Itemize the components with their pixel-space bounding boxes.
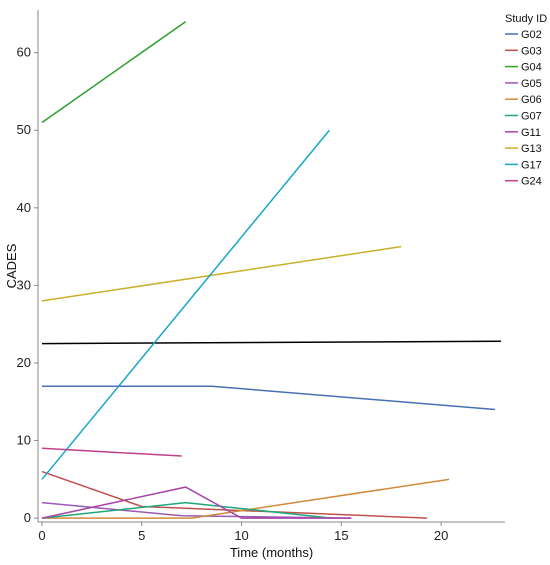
legend-label-g17: G17 xyxy=(521,159,542,171)
series-lines xyxy=(41,21,502,519)
x-tick-label: 15 xyxy=(334,528,348,543)
y-tick-label: 40 xyxy=(17,200,31,215)
y-tick-label: 20 xyxy=(17,355,31,370)
series-line-g05 xyxy=(41,501,352,519)
legend-title: Study ID xyxy=(505,13,547,25)
reference-line xyxy=(41,340,502,345)
y-tick-label: 10 xyxy=(17,433,31,448)
legend-label-g06: G06 xyxy=(521,94,542,106)
series-line-g11 xyxy=(41,486,352,519)
legend-label-g05: G05 xyxy=(521,78,542,90)
legend: Study ID G02 G03 G04 G05 G06 G07 G11 G13 G17 G24 xyxy=(505,13,547,188)
x-axis-label: Time (months) xyxy=(230,545,313,560)
series-line-g13 xyxy=(41,245,402,302)
series-line-g03 xyxy=(41,470,428,519)
legend-label-g24: G24 xyxy=(521,176,542,188)
x-tick-label: 0 xyxy=(38,528,45,543)
legend-label-g07: G07 xyxy=(521,111,542,123)
series-line-g24 xyxy=(41,447,182,457)
y-tick-label: 50 xyxy=(17,122,31,137)
y-tick-label: 30 xyxy=(17,277,31,292)
legend-label-g04: G04 xyxy=(521,62,542,74)
series-line-g17 xyxy=(41,129,330,480)
y-axis-label: CADES xyxy=(4,243,19,288)
x-tick-label: 10 xyxy=(234,528,248,543)
series-line-g07 xyxy=(41,501,332,519)
legend-label-g13: G13 xyxy=(521,143,542,155)
y-tick-label: 60 xyxy=(17,45,31,60)
legend-label-g02: G02 xyxy=(521,29,542,41)
series-line-g02 xyxy=(41,385,496,411)
legend-label-g03: G03 xyxy=(521,45,542,57)
x-tick-label: 20 xyxy=(434,528,448,543)
y-tick-label: 0 xyxy=(24,510,31,525)
series-line-g06 xyxy=(41,478,450,519)
axes: 0 5 10 15 20 0 10 20 30 40 50 60 Time (months) CADES xyxy=(4,10,505,560)
x-tick-label: 5 xyxy=(138,528,145,543)
series-line-g04 xyxy=(41,21,187,124)
legend-label-g11: G11 xyxy=(521,127,541,139)
